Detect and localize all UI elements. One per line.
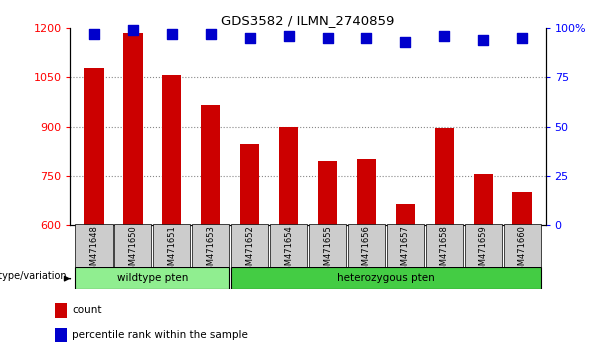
- Bar: [395, 204, 415, 225]
- Bar: [240, 144, 259, 225]
- Text: genotype/variation: genotype/variation: [0, 272, 67, 281]
- Point: [284, 33, 294, 39]
- Text: GSM471648: GSM471648: [89, 225, 98, 276]
- Point: [206, 32, 216, 37]
- Bar: [279, 127, 299, 225]
- Bar: [231, 224, 268, 267]
- Point: [322, 35, 332, 41]
- Text: GSM471652: GSM471652: [245, 225, 254, 276]
- Text: GSM471651: GSM471651: [167, 225, 177, 276]
- Bar: [153, 224, 191, 267]
- Bar: [435, 128, 454, 225]
- Bar: [465, 224, 502, 267]
- Bar: [348, 224, 385, 267]
- Text: GSM471660: GSM471660: [518, 225, 527, 276]
- Bar: [75, 224, 113, 267]
- Text: count: count: [72, 305, 102, 315]
- Point: [128, 28, 138, 33]
- Point: [167, 32, 177, 37]
- Text: GSM471656: GSM471656: [362, 225, 371, 276]
- Text: GSM471653: GSM471653: [206, 225, 215, 276]
- Bar: [162, 75, 181, 225]
- Title: GDS3582 / ILMN_2740859: GDS3582 / ILMN_2740859: [221, 14, 395, 27]
- Bar: [201, 105, 221, 225]
- Bar: [309, 224, 346, 267]
- Bar: [318, 161, 337, 225]
- Point: [362, 35, 371, 41]
- Point: [440, 33, 449, 39]
- Bar: [84, 68, 104, 225]
- Bar: [512, 192, 532, 225]
- Text: GSM471655: GSM471655: [323, 225, 332, 276]
- Text: GSM471659: GSM471659: [479, 225, 488, 276]
- Bar: [425, 224, 463, 267]
- Text: GSM471654: GSM471654: [284, 225, 293, 276]
- Text: wildtype pten: wildtype pten: [116, 273, 188, 282]
- Bar: [55, 303, 67, 318]
- Text: GSM471658: GSM471658: [440, 225, 449, 276]
- Point: [478, 37, 488, 43]
- Text: heterozygous pten: heterozygous pten: [337, 273, 435, 282]
- Text: percentile rank within the sample: percentile rank within the sample: [72, 330, 248, 340]
- Bar: [357, 159, 376, 225]
- Bar: [114, 224, 151, 267]
- Bar: [473, 174, 493, 225]
- Point: [245, 35, 254, 41]
- Bar: [75, 267, 229, 289]
- Text: GSM471650: GSM471650: [128, 225, 137, 276]
- Point: [89, 32, 99, 37]
- Bar: [192, 224, 229, 267]
- Text: GSM471657: GSM471657: [401, 225, 410, 276]
- Bar: [503, 224, 541, 267]
- Point: [517, 35, 527, 41]
- Bar: [123, 33, 143, 225]
- Bar: [270, 224, 307, 267]
- Bar: [387, 224, 424, 267]
- Point: [400, 39, 410, 45]
- Bar: [231, 267, 541, 289]
- Bar: [55, 328, 67, 343]
